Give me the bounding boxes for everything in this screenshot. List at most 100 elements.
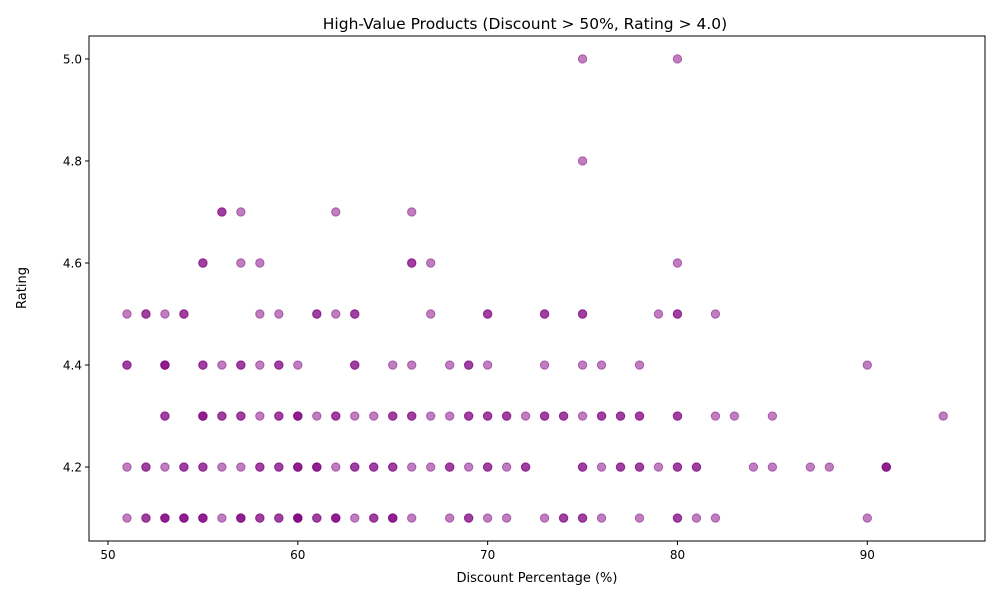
data-point — [255, 309, 265, 319]
data-point — [653, 309, 664, 319]
data-point — [141, 309, 151, 319]
data-point — [122, 360, 132, 370]
points-layer — [122, 54, 948, 523]
data-point — [463, 411, 474, 421]
data-point — [350, 513, 360, 523]
data-point — [691, 513, 702, 523]
data-point — [881, 462, 891, 472]
data-point — [255, 258, 265, 268]
data-point — [672, 513, 683, 523]
data-point — [160, 513, 170, 523]
data-point — [369, 513, 379, 523]
data-point — [596, 360, 607, 370]
data-point — [312, 513, 322, 523]
data-point — [122, 513, 132, 523]
data-point — [596, 462, 607, 472]
data-point — [672, 462, 683, 472]
data-point — [331, 207, 341, 217]
data-point — [274, 360, 284, 370]
data-point — [444, 360, 455, 370]
x-tick-label: 70 — [480, 548, 495, 562]
data-point — [350, 309, 360, 319]
data-point — [577, 54, 588, 64]
data-point — [255, 411, 265, 421]
data-point — [539, 411, 550, 421]
data-point — [274, 411, 284, 421]
data-point — [577, 309, 588, 319]
x-tick-label: 90 — [860, 548, 875, 562]
data-point — [331, 309, 341, 319]
data-point — [331, 411, 341, 421]
data-point — [217, 360, 227, 370]
data-point — [482, 309, 493, 319]
data-point — [369, 411, 379, 421]
data-point — [672, 54, 683, 64]
data-point — [520, 411, 531, 421]
data-point — [482, 513, 493, 523]
data-point — [767, 462, 778, 472]
data-point — [824, 462, 835, 472]
data-point — [558, 411, 569, 421]
data-point — [388, 411, 398, 421]
data-point — [312, 411, 322, 421]
data-point — [520, 462, 531, 472]
data-point — [255, 360, 265, 370]
data-point — [444, 462, 455, 472]
data-point — [501, 411, 512, 421]
y-axis-label: Rating — [15, 267, 30, 309]
data-point — [274, 462, 284, 472]
y-tick-label: 4.4 — [63, 359, 82, 373]
data-point — [577, 360, 588, 370]
data-point — [407, 207, 417, 217]
data-point — [425, 411, 436, 421]
data-point — [293, 513, 303, 523]
data-point — [862, 513, 873, 523]
data-point — [596, 411, 607, 421]
data-point — [274, 309, 284, 319]
data-point — [748, 462, 759, 472]
data-point — [236, 207, 246, 217]
data-point — [501, 513, 512, 523]
data-point — [179, 513, 189, 523]
data-point — [255, 462, 265, 472]
data-point — [672, 309, 683, 319]
data-point — [350, 411, 360, 421]
x-tick-label: 60 — [290, 548, 305, 562]
data-point — [577, 411, 588, 421]
data-point — [539, 360, 550, 370]
data-point — [463, 462, 474, 472]
data-point — [672, 258, 683, 268]
data-point — [482, 360, 493, 370]
data-point — [577, 156, 588, 166]
data-point — [634, 462, 645, 472]
data-point — [407, 513, 417, 523]
data-point — [160, 360, 170, 370]
data-point — [691, 462, 702, 472]
data-point — [558, 513, 569, 523]
data-point — [122, 309, 132, 319]
data-point — [312, 309, 322, 319]
data-point — [369, 462, 379, 472]
data-point — [425, 309, 436, 319]
data-point — [710, 513, 721, 523]
data-point — [425, 462, 436, 472]
data-point — [331, 462, 341, 472]
data-point — [407, 462, 417, 472]
data-point — [236, 258, 246, 268]
data-point — [198, 513, 208, 523]
data-point — [672, 411, 683, 421]
data-point — [179, 309, 189, 319]
data-point — [217, 411, 227, 421]
data-point — [577, 513, 588, 523]
data-point — [160, 462, 170, 472]
data-point — [634, 411, 645, 421]
data-point — [141, 513, 151, 523]
data-point — [862, 360, 873, 370]
y-axis: 4.2 4.4 4.6 4.8 5.0 — [63, 52, 89, 475]
data-point — [388, 462, 398, 472]
data-point — [596, 513, 607, 523]
data-point — [463, 360, 474, 370]
data-point — [463, 513, 474, 523]
data-point — [710, 309, 721, 319]
y-tick-label: 4.2 — [63, 461, 82, 475]
